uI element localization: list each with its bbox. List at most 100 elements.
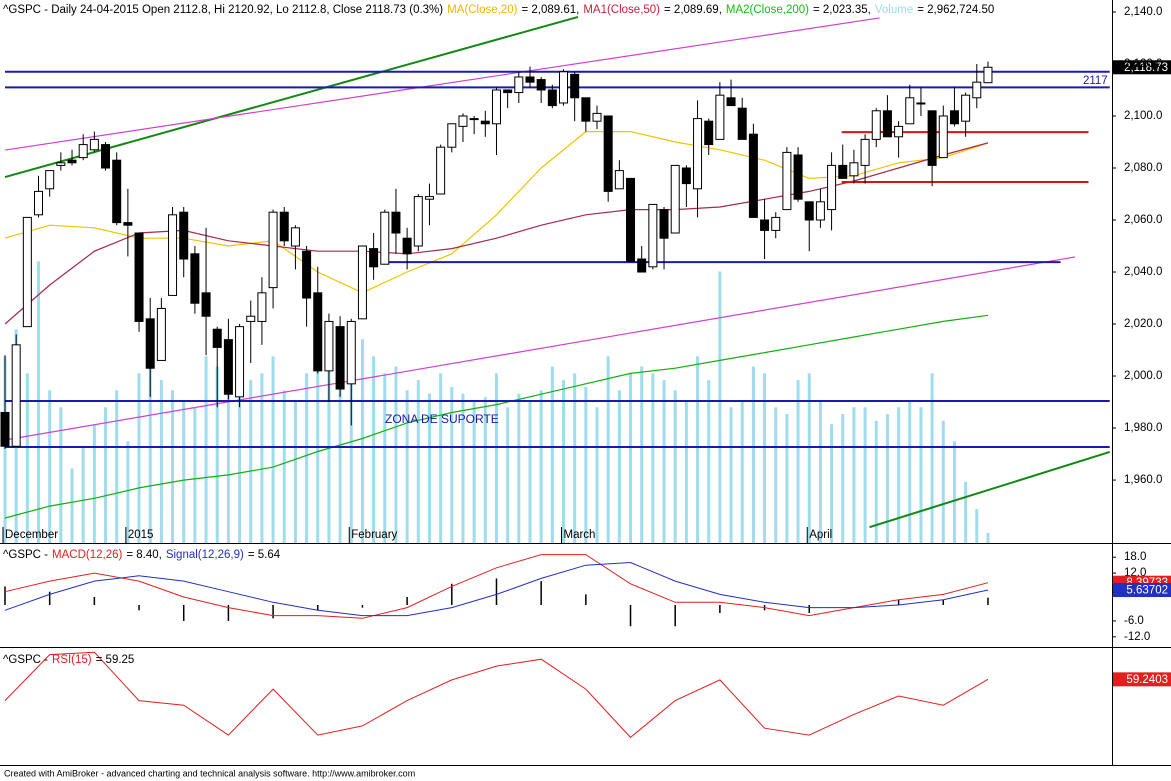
candle-body — [782, 151, 792, 211]
trend-line-label: 2117 — [1083, 75, 1108, 87]
volume-bar — [305, 373, 309, 543]
volume-bar — [360, 339, 364, 543]
candle-body — [324, 320, 334, 372]
trend-line — [4, 17, 880, 151]
candle-body — [480, 120, 490, 125]
volume-bar — [550, 366, 554, 543]
legend-name: MACD(12,26) — [52, 549, 122, 561]
candle-body — [223, 339, 233, 395]
volume-bar — [137, 373, 141, 543]
legend-value: = 2,089.61, — [521, 4, 579, 16]
volume-bar — [115, 390, 119, 543]
candle-body — [536, 79, 546, 91]
macd-pane — [4, 554, 989, 627]
volume-bar — [70, 468, 74, 543]
candle-body — [882, 110, 892, 138]
candle-body — [938, 115, 948, 159]
volume-bar — [405, 390, 409, 543]
volume-bar — [48, 390, 52, 543]
candle-body — [402, 237, 412, 255]
candle-body — [681, 167, 691, 185]
volume-bar — [651, 373, 655, 543]
candle-body — [704, 120, 714, 146]
candle-body — [592, 112, 602, 122]
value-box — [1113, 60, 1171, 75]
legend-value: = 8.40, — [126, 549, 162, 561]
candle-body — [190, 253, 200, 304]
volume-bar — [416, 380, 420, 543]
volume-bar — [450, 386, 454, 543]
legend: ^GSPC - MACD(12,26) = 8.40, Signal(12,26,9)… — [3, 549, 281, 561]
candle-body — [89, 138, 99, 151]
volume-bar — [662, 380, 666, 543]
candle-body — [659, 209, 669, 239]
candle-body — [380, 211, 390, 265]
y-tick-label: 18.0 — [1124, 551, 1146, 563]
candle-body — [737, 107, 747, 140]
candle-body — [56, 162, 66, 166]
volume-bar — [629, 373, 633, 543]
y-tick-label: 1,960.0 — [1124, 474, 1162, 486]
y-tick-label: 2,120.0 — [1124, 58, 1162, 70]
x-tick-label: 2015 — [128, 529, 154, 541]
volume-bar — [874, 420, 878, 543]
candle-body — [581, 97, 591, 122]
volume-bar — [182, 400, 186, 543]
candle-body — [760, 219, 770, 231]
candle-body — [134, 232, 144, 322]
candle-body — [637, 258, 647, 273]
candle-body — [905, 97, 915, 125]
volume-bar — [696, 356, 700, 543]
volume-bar — [562, 380, 565, 543]
candle-body — [112, 159, 122, 224]
legend-value: = 2,089.69, — [664, 4, 722, 16]
candle-body — [715, 94, 725, 140]
candle-body — [871, 110, 881, 140]
candle-body — [246, 315, 256, 322]
volume-bar — [885, 414, 889, 543]
value-box-label: 5.63702 — [1126, 585, 1168, 597]
y-tick-label: -6.0 — [1124, 615, 1144, 627]
candle-body — [983, 66, 993, 84]
candle-body — [201, 292, 211, 317]
volume-bar — [226, 339, 230, 543]
y-tick-label: 2,020.0 — [1124, 318, 1162, 330]
volume-bar — [159, 380, 163, 543]
volume-bar — [964, 481, 968, 543]
candle-body — [804, 201, 814, 221]
y-tick-label: 2,140.0 — [1124, 6, 1162, 18]
volume-bar — [104, 407, 108, 543]
value-box-label: 59.2403 — [1126, 674, 1168, 686]
value-box-label: 2,118.73 — [1124, 62, 1168, 74]
candle-body — [268, 211, 278, 289]
legend-title: ^GSPC - — [3, 654, 48, 666]
candle-body — [693, 118, 703, 190]
candle-body — [357, 245, 367, 320]
candle-body — [894, 125, 904, 138]
candle-body — [335, 326, 345, 390]
candle-body — [235, 326, 245, 398]
volume-bar — [126, 441, 130, 543]
volume-bar — [595, 407, 599, 543]
candle-body — [67, 159, 77, 164]
footer: Created with AmiBroker - advanced charti… — [4, 768, 415, 778]
legend-name: MA1(Close,50) — [583, 4, 660, 16]
volume-bar — [841, 414, 845, 543]
volume-bar — [204, 356, 208, 543]
volume-bar — [271, 356, 275, 543]
y-tick-label: -12.0 — [1124, 631, 1150, 643]
trend-line — [4, 15, 579, 179]
volume-bar — [517, 393, 521, 543]
volume-bar — [807, 373, 811, 543]
volume-bar — [293, 400, 297, 543]
volume-bar — [171, 390, 175, 543]
volume-bar — [539, 390, 543, 543]
trend-line — [869, 451, 1111, 529]
volume-bar — [975, 509, 979, 543]
candle-body — [748, 133, 758, 218]
candle-body — [212, 328, 222, 348]
candle-body — [22, 216, 32, 328]
volume-bar — [528, 400, 532, 543]
candle-body — [949, 110, 959, 125]
